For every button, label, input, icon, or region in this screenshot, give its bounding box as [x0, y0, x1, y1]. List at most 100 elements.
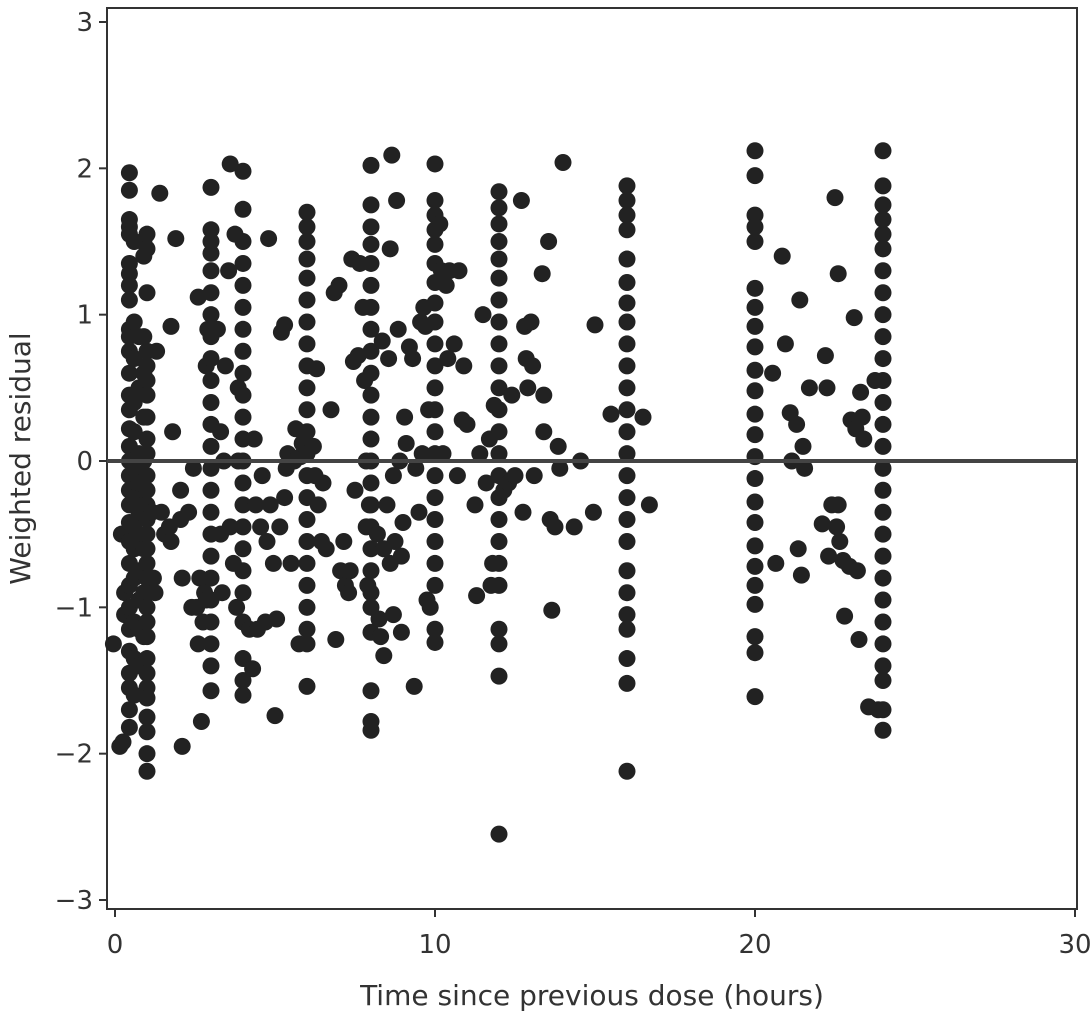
- data-point: [138, 430, 156, 448]
- data-point: [362, 562, 380, 580]
- x-tick-label: 0: [107, 930, 124, 960]
- data-point: [252, 518, 270, 536]
- data-point: [309, 496, 327, 514]
- data-point: [138, 525, 156, 543]
- data-point: [836, 607, 854, 625]
- data-point: [298, 598, 316, 616]
- data-point: [618, 606, 636, 624]
- data-point: [362, 254, 380, 272]
- data-point: [746, 576, 764, 594]
- data-point: [490, 291, 508, 309]
- data-point: [874, 393, 892, 411]
- data-point: [426, 423, 444, 441]
- data-point: [120, 291, 138, 309]
- data-point: [618, 177, 636, 195]
- data-point: [125, 518, 143, 536]
- data-point: [340, 584, 358, 602]
- data-point: [234, 686, 252, 704]
- data-point: [298, 291, 316, 309]
- data-point: [298, 635, 316, 653]
- data-point: [164, 423, 182, 441]
- data-point: [421, 598, 439, 616]
- y-tick-label: −1: [55, 593, 93, 623]
- data-point: [202, 657, 220, 675]
- data-point: [831, 532, 849, 550]
- data-point: [162, 532, 180, 550]
- data-point: [746, 218, 764, 236]
- data-point: [234, 342, 252, 360]
- data-point: [135, 328, 153, 346]
- data-point: [746, 688, 764, 706]
- data-point: [426, 335, 444, 353]
- data-point: [874, 142, 892, 160]
- data-point: [384, 606, 402, 624]
- data-point: [208, 320, 226, 338]
- x-tick-label: 30: [1058, 930, 1091, 960]
- data-point: [746, 382, 764, 400]
- data-point: [298, 511, 316, 529]
- data-point: [298, 269, 316, 287]
- data-point: [396, 408, 414, 426]
- data-point: [490, 667, 508, 685]
- data-point: [426, 357, 444, 375]
- data-point: [426, 554, 444, 572]
- data-point: [746, 513, 764, 531]
- data-point: [234, 233, 252, 250]
- data-point: [308, 360, 326, 378]
- data-point: [298, 401, 316, 419]
- data-point: [746, 493, 764, 511]
- data-point: [426, 633, 444, 651]
- data-point: [372, 628, 390, 646]
- data-point: [314, 474, 332, 492]
- x-axis-ticks: 0 10 20 30: [107, 909, 1092, 960]
- data-point: [618, 532, 636, 550]
- data-point: [138, 386, 156, 404]
- data-point: [477, 474, 495, 492]
- data-point: [202, 372, 220, 390]
- data-point: [874, 459, 892, 477]
- data-point: [519, 379, 537, 397]
- data-point: [362, 196, 380, 214]
- data-point: [490, 313, 508, 331]
- data-point: [264, 554, 282, 572]
- data-point: [388, 192, 406, 210]
- data-point: [746, 206, 764, 224]
- data-point: [640, 496, 658, 514]
- data-point: [138, 445, 156, 463]
- data-point: [813, 515, 831, 533]
- data-point: [426, 155, 444, 173]
- data-point: [381, 240, 399, 258]
- data-point: [120, 364, 138, 382]
- data-point: [234, 298, 252, 316]
- data-point: [413, 445, 431, 463]
- data-point: [234, 672, 252, 689]
- data-point: [490, 269, 508, 287]
- data-point: [874, 262, 892, 280]
- data-point: [746, 470, 764, 488]
- data-point: [189, 288, 207, 306]
- data-point: [173, 737, 191, 755]
- data-point: [138, 481, 156, 499]
- data-point: [138, 613, 156, 631]
- data-point: [362, 408, 380, 426]
- data-point: [298, 423, 316, 441]
- data-point: [125, 393, 143, 411]
- data-point: [234, 518, 252, 536]
- data-point: [874, 547, 892, 565]
- data-point: [490, 825, 508, 843]
- data-point: [584, 503, 602, 521]
- y-axis-ticks: −3 −2 −1 0 1 2 3: [55, 8, 107, 916]
- data-point: [853, 408, 871, 426]
- data-point: [192, 712, 210, 730]
- data-point: [362, 156, 380, 174]
- data-point: [144, 569, 162, 587]
- data-point: [818, 379, 836, 397]
- data-point: [253, 467, 271, 485]
- data-point: [426, 620, 444, 638]
- data-point: [746, 233, 764, 250]
- data-point: [180, 503, 198, 521]
- data-point: [120, 276, 138, 294]
- data-point: [746, 426, 764, 444]
- y-tick-label: 2: [76, 154, 93, 184]
